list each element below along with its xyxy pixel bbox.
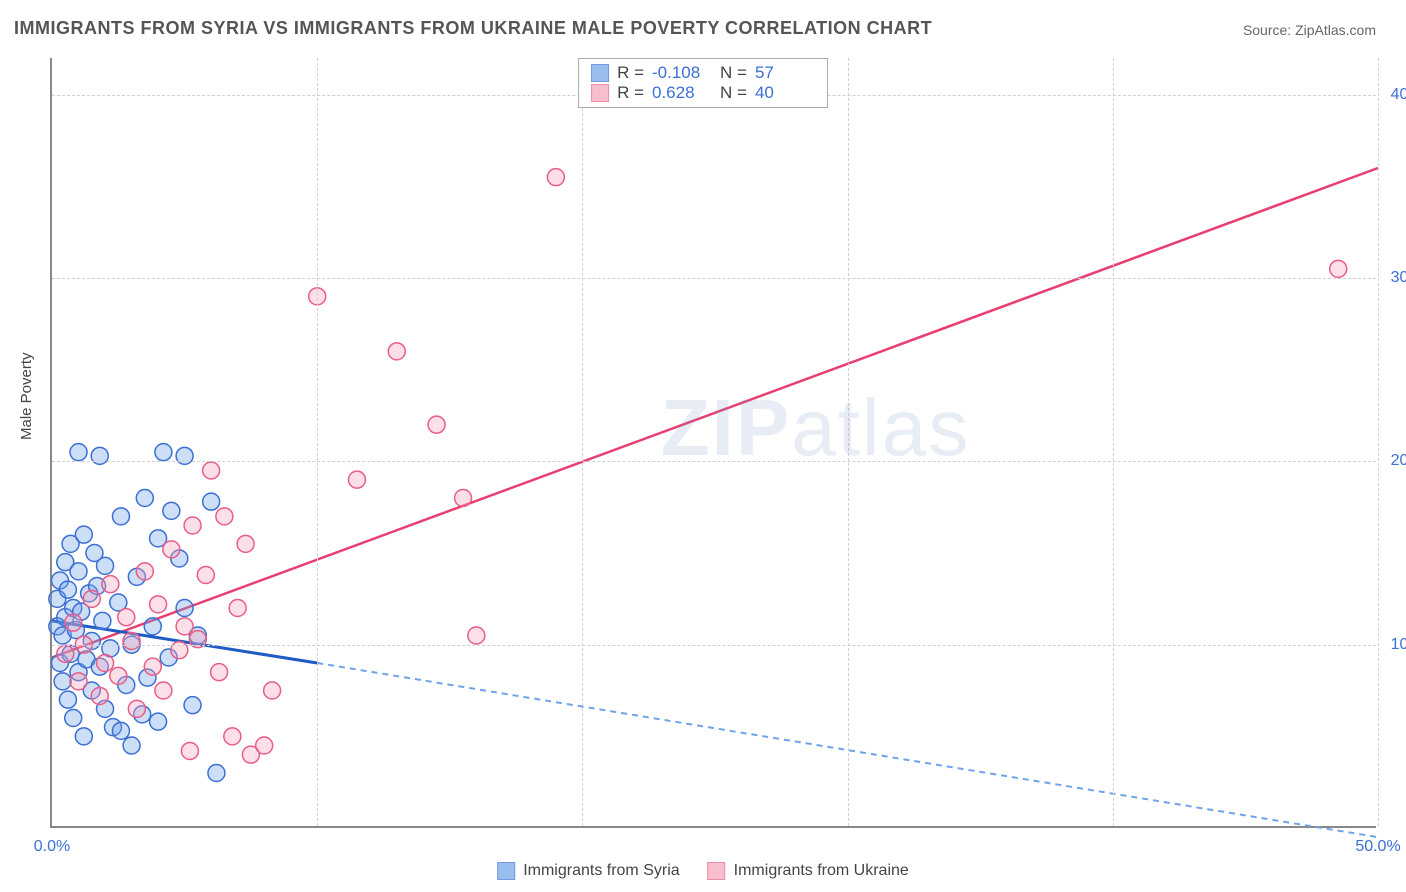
- scatter-point-ukraine: [547, 169, 564, 186]
- grid-line-v: [317, 58, 318, 826]
- swatch-syria: [591, 64, 609, 82]
- scatter-point-ukraine: [455, 490, 472, 507]
- scatter-point-ukraine: [91, 688, 108, 705]
- grid-line-v: [582, 58, 583, 826]
- scatter-point-ukraine: [203, 462, 220, 479]
- scatter-point-ukraine: [224, 728, 241, 745]
- scatter-point-ukraine: [216, 508, 233, 525]
- scatter-point-ukraine: [256, 737, 273, 754]
- scatter-point-ukraine: [97, 655, 114, 672]
- scatter-point-syria: [150, 713, 167, 730]
- scatter-point-syria: [155, 444, 172, 461]
- scatter-point-syria: [184, 697, 201, 714]
- scatter-point-ukraine: [181, 743, 198, 760]
- x-tick-label: 50.0%: [1355, 838, 1400, 856]
- scatter-point-syria: [176, 600, 193, 617]
- scatter-point-ukraine: [197, 567, 214, 584]
- scatter-point-syria: [123, 737, 140, 754]
- legend-swatch: [708, 862, 726, 880]
- x-tick-label: 0.0%: [34, 838, 70, 856]
- scatter-point-ukraine: [65, 614, 82, 631]
- stats-legend-box: R = -0.108 N = 57 R = 0.628 N = 40: [578, 58, 828, 108]
- scatter-point-ukraine: [110, 667, 127, 684]
- plot-area: 10.0%20.0%30.0%40.0%0.0%50.0%: [50, 58, 1376, 828]
- scatter-point-ukraine: [264, 682, 281, 699]
- scatter-point-syria: [54, 673, 71, 690]
- stats-row-syria: R = -0.108 N = 57: [591, 63, 815, 83]
- scatter-point-syria: [70, 563, 87, 580]
- grid-line-v: [1378, 58, 1379, 826]
- scatter-point-ukraine: [102, 576, 119, 593]
- scatter-point-ukraine: [388, 343, 405, 360]
- n-value-syria: 57: [755, 63, 815, 83]
- legend-item: Immigrants from Syria: [497, 862, 679, 880]
- scatter-point-syria: [59, 581, 76, 598]
- scatter-point-ukraine: [237, 535, 254, 552]
- scatter-point-ukraine: [155, 682, 172, 699]
- n-label: N =: [720, 63, 747, 83]
- scatter-point-ukraine: [428, 416, 445, 433]
- scatter-point-ukraine: [128, 700, 145, 717]
- scatter-point-ukraine: [1330, 260, 1347, 277]
- scatter-point-ukraine: [57, 645, 74, 662]
- scatter-point-syria: [94, 612, 111, 629]
- r-value-ukraine: 0.628: [652, 83, 712, 103]
- x-axis-legend: Immigrants from Syria Immigrants from Ukr…: [497, 862, 909, 880]
- source-label: Source: ZipAtlas.com: [1243, 22, 1376, 38]
- y-tick-label: 20.0%: [1391, 452, 1406, 470]
- scatter-point-ukraine: [229, 600, 246, 617]
- scatter-point-ukraine: [83, 590, 100, 607]
- grid-line-v: [1113, 58, 1114, 826]
- scatter-point-ukraine: [348, 471, 365, 488]
- grid-line-h: [52, 461, 1376, 462]
- swatch-ukraine: [591, 84, 609, 102]
- n-value-ukraine: 40: [755, 83, 815, 103]
- scatter-point-syria: [75, 728, 92, 745]
- y-tick-label: 10.0%: [1391, 636, 1406, 654]
- r-label: R =: [617, 83, 644, 103]
- scatter-point-syria: [65, 710, 82, 727]
- grid-line-h: [52, 645, 1376, 646]
- scatter-point-syria: [136, 490, 153, 507]
- scatter-point-syria: [70, 444, 87, 461]
- scatter-point-ukraine: [468, 627, 485, 644]
- scatter-point-ukraine: [136, 563, 153, 580]
- scatter-point-syria: [112, 508, 129, 525]
- scatter-point-syria: [203, 493, 220, 510]
- y-tick-label: 30.0%: [1391, 269, 1406, 287]
- legend-item: Immigrants from Ukraine: [708, 862, 909, 880]
- stats-row-ukraine: R = 0.628 N = 40: [591, 83, 815, 103]
- scatter-point-ukraine: [118, 609, 135, 626]
- scatter-point-ukraine: [176, 618, 193, 635]
- regression-line-ukraine: [52, 168, 1378, 658]
- chart-svg: [52, 58, 1376, 826]
- grid-line-v: [848, 58, 849, 826]
- scatter-point-ukraine: [211, 664, 228, 681]
- r-label: R =: [617, 63, 644, 83]
- n-label: N =: [720, 83, 747, 103]
- scatter-point-syria: [112, 722, 129, 739]
- scatter-point-syria: [144, 618, 161, 635]
- legend-swatch: [497, 862, 515, 880]
- chart-container: IMMIGRANTS FROM SYRIA VS IMMIGRANTS FROM…: [0, 0, 1406, 892]
- scatter-point-syria: [97, 557, 114, 574]
- scatter-point-syria: [208, 765, 225, 782]
- scatter-point-ukraine: [123, 633, 140, 650]
- chart-title: IMMIGRANTS FROM SYRIA VS IMMIGRANTS FROM…: [14, 18, 932, 39]
- scatter-point-ukraine: [163, 541, 180, 558]
- scatter-point-syria: [75, 526, 92, 543]
- scatter-point-syria: [59, 691, 76, 708]
- y-tick-label: 40.0%: [1391, 86, 1406, 104]
- y-axis-label: Male Poverty: [18, 352, 35, 440]
- scatter-point-syria: [163, 502, 180, 519]
- legend-label: Immigrants from Syria: [523, 862, 679, 879]
- scatter-point-ukraine: [144, 658, 161, 675]
- scatter-point-ukraine: [184, 517, 201, 534]
- r-value-syria: -0.108: [652, 63, 712, 83]
- scatter-point-ukraine: [150, 596, 167, 613]
- scatter-point-ukraine: [70, 673, 87, 690]
- legend-label: Immigrants from Ukraine: [734, 862, 909, 879]
- grid-line-h: [52, 278, 1376, 279]
